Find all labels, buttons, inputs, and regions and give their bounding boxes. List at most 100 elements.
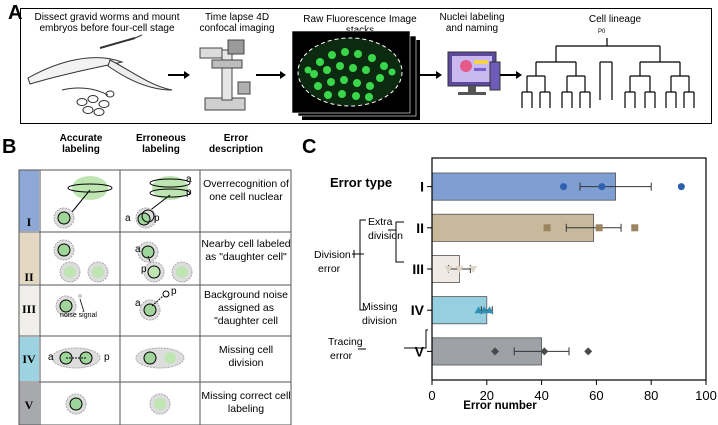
row-ii-description: Nearby cell labeled as "daughter cell" [201,238,291,263]
extra-division-label-2: division [368,230,403,242]
arrow-1-icon [168,71,190,79]
point-II-1 [543,224,551,232]
x-axis-label: Error number [463,400,537,412]
xtick-label-0: 0 [428,388,435,403]
row-i-number: I [26,215,32,229]
row-iv-erroneous-cell [135,347,185,369]
row-v-accurate-cell [65,393,87,415]
error-type-title: Error type [330,175,392,190]
row-ii-strip [19,233,39,284]
xtick-label-40: 40 [534,388,548,403]
point-V-2 [540,347,549,356]
row-i-strip [19,170,39,231]
point-I-1 [560,183,568,191]
row-iii-accurate-cell [55,294,85,317]
row-iv-label-a: a [48,352,54,363]
point-IV-2 [480,306,489,314]
header-accurate: Accurate labeling [59,133,103,155]
division-error-label-2: error [318,263,341,275]
missing-division-label-2: division [362,315,397,327]
point-IV-3 [485,306,494,314]
xtick-label-60: 60 [589,388,603,403]
tracing-error-label-1: Tracing [328,336,363,348]
panel-b-table [18,169,292,425]
extra-division-label-1: Extra [368,216,393,228]
category-label-V: V [415,343,425,359]
panel-a-illustrations [27,30,695,120]
step-imaging-text: Time lapse 4D confocal imaging [199,12,275,34]
row-ii-label-a: a [135,244,141,255]
monitor-icon [447,51,501,95]
row-v-strip [19,383,39,425]
arrow-2-icon [256,71,286,79]
worm-illustration [27,34,173,116]
row-ii-accurate-cell [53,239,109,283]
panel-b-letter: B [2,136,17,158]
row-iv-number: IV [22,352,36,366]
arrow-3-icon [420,71,442,79]
row-iv-accurate-cell [51,347,101,369]
row-iii-erroneous-cell [139,290,170,321]
row-iv-label-p: p [104,352,110,363]
chart-points [444,183,685,356]
lineage-root-label: P0 [598,29,606,35]
row-i-label-a2: a [125,213,131,224]
row-iii-label-p: p [171,286,177,297]
category-label-III: III [412,261,424,277]
point-III-3 [469,266,478,273]
category-label-IV: IV [411,302,425,318]
row-i-accurate-cell [53,176,113,229]
row-iv-description: Missing cell division [218,344,274,369]
header-erroneous: Erroneous labeling [135,133,186,155]
point-IV-1 [474,306,483,314]
category-label-I: I [420,179,424,195]
xtick-label-20: 20 [480,388,494,403]
row-i-label-a: a [186,174,192,185]
tracing-error-label-2: error [330,350,353,362]
row-iii-label-a: a [135,298,141,309]
point-III-2 [455,266,464,273]
xtick-label-100: 100 [695,388,717,403]
panel-c-letter: C [302,136,317,158]
row-ii-number: II [24,270,34,284]
lineage-tree [521,38,695,108]
point-II-2 [595,224,603,232]
xtick-label-80: 80 [644,388,658,403]
row-iv-strip [19,337,39,381]
row-iii-strip [19,286,39,335]
row-ii-label-p: p [141,264,147,275]
row-iii-number: III [21,302,36,316]
row-iii-description: Background noise assigned as "daughter c… [203,289,289,327]
arrow-4-icon [500,71,522,79]
image-stack [291,30,420,120]
row-i-erroneous-cell [135,176,191,229]
point-V-3 [584,347,593,356]
row-v-number: V [24,398,34,412]
microscope-icon [199,39,251,111]
row-i-label-p2: p [154,213,160,224]
header-error-desc: Error description [209,133,263,155]
point-III-1 [444,266,453,273]
panel-a-frame [20,8,712,124]
step-lineage-text: Cell lineage [588,14,642,25]
point-II-3 [631,224,639,232]
point-I-3 [677,183,685,191]
row-i-label-p: p [186,187,192,198]
point-I-2 [598,183,606,191]
row-v-description: Missing correct cell labeling [201,390,291,415]
group-brackets [352,219,428,350]
row-ii-erroneous-cell [137,241,193,283]
row-i-description: Overrecognition of one cell nuclear [203,178,289,203]
missing-division-label-1: Missing [362,301,398,313]
panel-a-letter: A [8,2,23,24]
step-raw-text: Raw Fluorescence Image stacks [303,14,417,36]
row-v-erroneous-cell [149,393,171,415]
point-V-1 [491,347,500,356]
chart-error-bars [447,182,652,356]
category-label-II: II [416,220,424,236]
step-dissect-text: Dissect gravid worms and mount embryos b… [34,12,180,34]
step-nuclei-text: Nuclei labeling and naming [439,12,505,34]
noise-signal-label: noise signal [60,312,97,319]
